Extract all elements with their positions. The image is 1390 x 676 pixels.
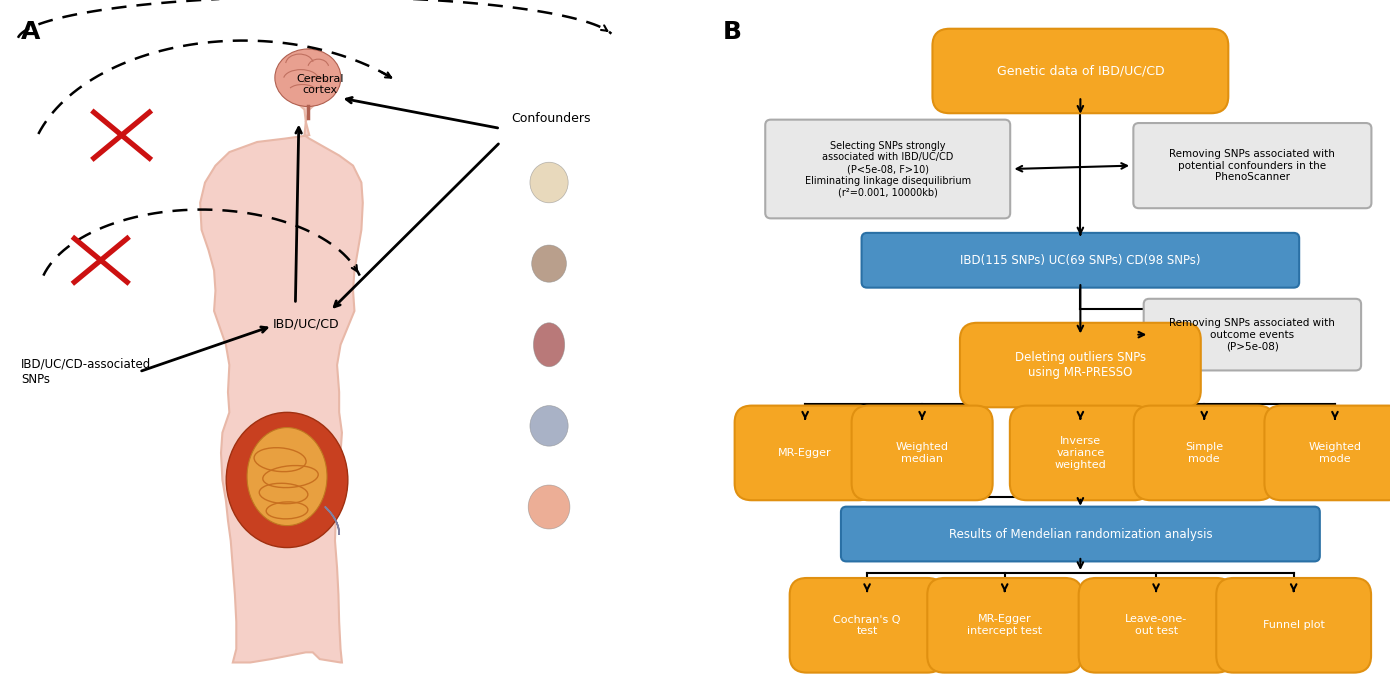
Text: Inverse
variance
weighted: Inverse variance weighted bbox=[1055, 436, 1106, 470]
FancyBboxPatch shape bbox=[1079, 578, 1233, 673]
FancyBboxPatch shape bbox=[1144, 299, 1361, 370]
Text: Simple
mode: Simple mode bbox=[1186, 442, 1223, 464]
Text: Confounders: Confounders bbox=[512, 112, 591, 125]
Ellipse shape bbox=[528, 485, 570, 529]
FancyBboxPatch shape bbox=[1011, 406, 1151, 500]
FancyBboxPatch shape bbox=[766, 120, 1011, 218]
Text: Cerebral
cortex: Cerebral cortex bbox=[296, 74, 343, 95]
FancyBboxPatch shape bbox=[927, 578, 1081, 673]
Text: A: A bbox=[21, 20, 40, 45]
Text: Cochran's Q
test: Cochran's Q test bbox=[834, 614, 901, 636]
FancyBboxPatch shape bbox=[735, 406, 876, 500]
Text: Selecting SNPs strongly
associated with IBD/UC/CD
(P<5e-08, F>10)
Eliminating li: Selecting SNPs strongly associated with … bbox=[805, 141, 970, 197]
Text: Leave-one-
out test: Leave-one- out test bbox=[1125, 614, 1187, 636]
Text: IBD(115 SNPs) UC(69 SNPs) CD(98 SNPs): IBD(115 SNPs) UC(69 SNPs) CD(98 SNPs) bbox=[960, 254, 1201, 267]
Polygon shape bbox=[200, 47, 363, 662]
FancyBboxPatch shape bbox=[933, 29, 1229, 114]
FancyBboxPatch shape bbox=[1134, 406, 1275, 500]
Text: Results of Mendelian randomization analysis: Results of Mendelian randomization analy… bbox=[948, 527, 1212, 541]
Text: MR-Egger: MR-Egger bbox=[778, 448, 833, 458]
FancyBboxPatch shape bbox=[1133, 123, 1372, 208]
Text: B: B bbox=[723, 20, 742, 45]
Ellipse shape bbox=[534, 322, 564, 366]
Ellipse shape bbox=[275, 49, 341, 107]
Ellipse shape bbox=[532, 245, 567, 283]
Ellipse shape bbox=[530, 162, 569, 203]
FancyBboxPatch shape bbox=[1216, 578, 1371, 673]
Text: Funnel plot: Funnel plot bbox=[1262, 621, 1325, 630]
Ellipse shape bbox=[247, 428, 327, 526]
FancyBboxPatch shape bbox=[960, 323, 1201, 407]
Text: IBD/UC/CD: IBD/UC/CD bbox=[272, 318, 339, 331]
Text: Weighted
mode: Weighted mode bbox=[1308, 442, 1361, 464]
Text: Removing SNPs associated with
outcome events
(P>5e-08): Removing SNPs associated with outcome ev… bbox=[1169, 318, 1336, 352]
Text: MR-Egger
intercept test: MR-Egger intercept test bbox=[967, 614, 1042, 636]
Text: Weighted
median: Weighted median bbox=[895, 442, 948, 464]
FancyBboxPatch shape bbox=[852, 406, 992, 500]
Text: Genetic data of IBD/UC/CD: Genetic data of IBD/UC/CD bbox=[997, 64, 1165, 78]
FancyBboxPatch shape bbox=[790, 578, 944, 673]
Ellipse shape bbox=[227, 412, 348, 548]
Text: IBD/UC/CD-associated
SNPs: IBD/UC/CD-associated SNPs bbox=[21, 358, 152, 386]
Text: Deleting outliers SNPs
using MR-PRESSO: Deleting outliers SNPs using MR-PRESSO bbox=[1015, 351, 1145, 379]
Text: Removing SNPs associated with
potential confounders in the
PhenoScanner: Removing SNPs associated with potential … bbox=[1169, 149, 1336, 183]
FancyBboxPatch shape bbox=[862, 233, 1300, 288]
FancyBboxPatch shape bbox=[841, 507, 1320, 561]
FancyBboxPatch shape bbox=[1265, 406, 1390, 500]
Ellipse shape bbox=[530, 406, 569, 446]
